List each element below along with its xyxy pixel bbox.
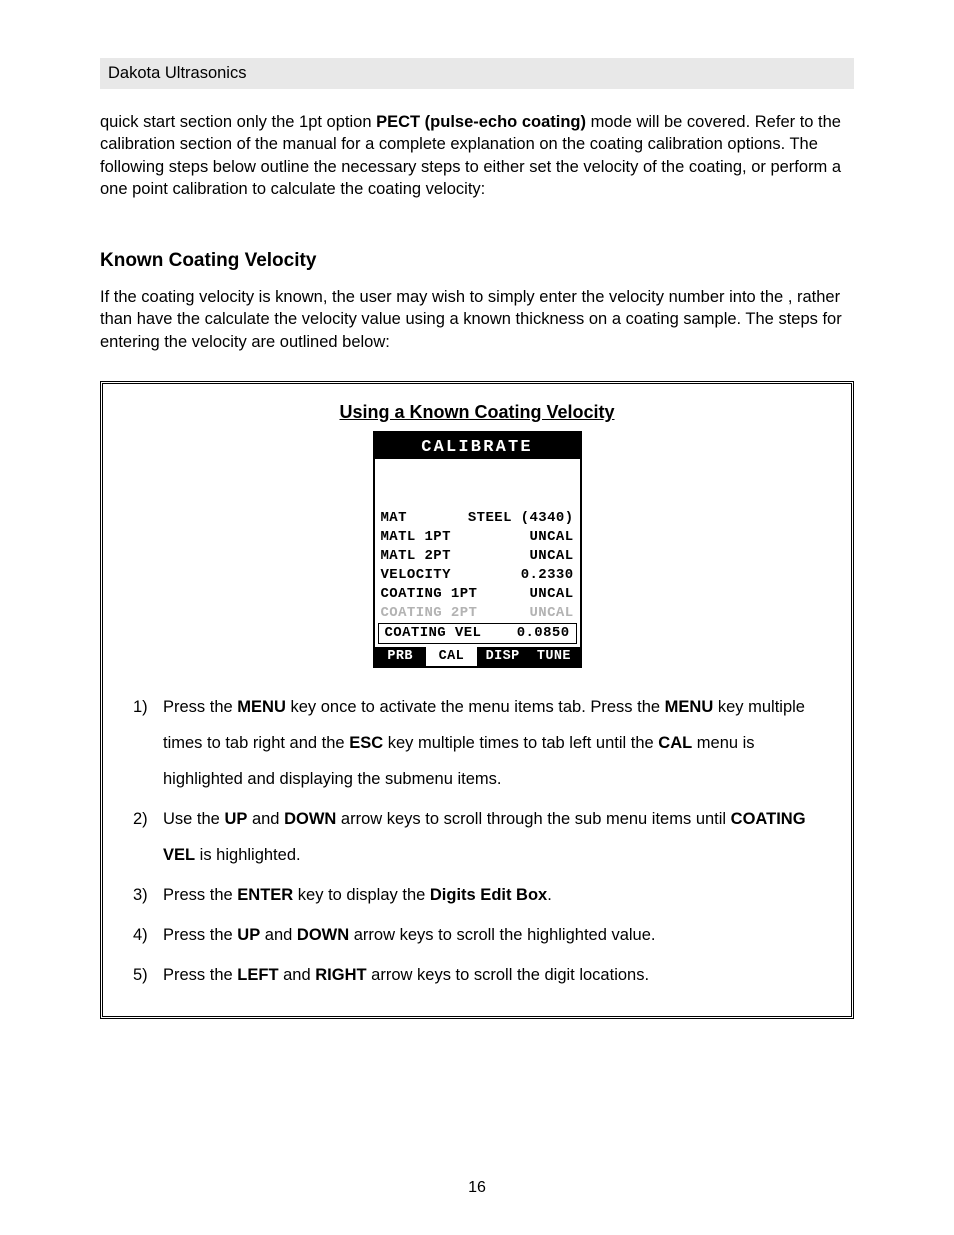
brand-label: Dakota Ultrasonics <box>108 64 246 82</box>
page-number: 16 <box>0 1179 954 1197</box>
step-bold-run: Digits Edit Box <box>430 886 547 904</box>
lcd-row-label: COATING VEL <box>385 625 482 641</box>
step-item: 1)Press the MENU key once to activate th… <box>133 690 823 798</box>
lcd-title: CALIBRATE <box>375 433 580 459</box>
step-run: Press the <box>163 926 237 944</box>
intro-pre: quick start section only the 1pt option <box>100 113 376 131</box>
lcd-row-value: UNCAL <box>529 529 573 545</box>
step-text: Press the MENU key once to activate the … <box>163 690 823 798</box>
step-run: arrow keys to scroll the digit locations… <box>367 966 649 984</box>
step-number: 5) <box>133 958 163 994</box>
frame-title: Using a Known Coating Velocity <box>127 402 827 423</box>
lcd-row: MATL 1PT UNCAL <box>375 528 580 547</box>
intro-paragraph: quick start section only the 1pt option … <box>100 111 854 200</box>
lcd-row: COATING VEL 0.0850 <box>378 623 577 644</box>
lcd-tab: TUNE <box>528 647 579 666</box>
lcd-row-label: COATING 1PT <box>381 586 478 602</box>
step-bold-run: DOWN <box>284 810 336 828</box>
lcd-row-value: UNCAL <box>529 605 573 621</box>
step-number: 3) <box>133 878 163 914</box>
lcd-tab-bar: PRBCALDISPTUNE <box>375 647 580 666</box>
lcd-row-list: MAT STEEL (4340) MATL 1PT UNCAL MATL 2PT UNCA… <box>375 509 580 644</box>
step-number: 4) <box>133 918 163 954</box>
lcd-blank-area <box>375 459 580 509</box>
step-item: 3) Press the ENTER key to display the Di… <box>133 878 823 914</box>
step-number: 1) <box>133 690 163 798</box>
step-item: 5) Press the LEFT and RIGHT arrow keys t… <box>133 958 823 994</box>
lcd-row-value: 0.0850 <box>517 625 570 641</box>
step-list: 1)Press the MENU key once to activate th… <box>127 690 827 994</box>
step-run: is highlighted. <box>195 846 301 864</box>
step-run: key multiple times to tab left until the <box>383 734 658 752</box>
lcd-row-label: MATL 1PT <box>381 529 451 545</box>
header-band: Dakota Ultrasonics <box>100 58 854 89</box>
lcd-row: COATING 1PT UNCAL <box>375 585 580 604</box>
step-run: and <box>247 810 284 828</box>
step-run: key to display the <box>293 886 430 904</box>
section-intro: If the coating velocity is known, the us… <box>100 286 854 353</box>
lcd-tab: PRB <box>375 647 426 666</box>
step-run: . <box>547 886 552 904</box>
step-text: Press the UP and DOWN arrow keys to scro… <box>163 918 823 954</box>
step-number: 2) <box>133 802 163 874</box>
step-run: key once to activate the menu items tab.… <box>286 698 665 716</box>
step-bold-run: ENTER <box>237 886 293 904</box>
step-run: Press the <box>163 886 237 904</box>
step-run: and <box>279 966 316 984</box>
lcd-row-value: 0.2330 <box>521 567 574 583</box>
step-item: 4) Press the UP and DOWN arrow keys to s… <box>133 918 823 954</box>
step-bold-run: UP <box>224 810 247 828</box>
step-item: 2) Use the UP and DOWN arrow keys to scr… <box>133 802 823 874</box>
intro-bold: PECT (pulse-echo coating) <box>376 113 586 131</box>
lcd-tab: DISP <box>477 647 528 666</box>
lcd-row-label: MAT <box>381 510 407 526</box>
section-heading: Known Coating Velocity <box>100 250 854 272</box>
step-bold-run: UP <box>237 926 260 944</box>
step-bold-run: ESC <box>349 734 383 752</box>
lcd-row-label: VELOCITY <box>381 567 451 583</box>
step-run: Use the <box>163 810 224 828</box>
page: Dakota Ultrasonics quick start section o… <box>0 0 954 1235</box>
step-run: and <box>260 926 297 944</box>
lcd-row: VELOCITY 0.2330 <box>375 566 580 585</box>
lcd-row: COATING 2PT UNCAL <box>375 604 580 623</box>
step-text: Use the UP and DOWN arrow keys to scroll… <box>163 802 823 874</box>
step-run: Press the <box>163 698 237 716</box>
lcd-row-value: UNCAL <box>529 586 573 602</box>
lcd-row: MAT STEEL (4340) <box>375 509 580 528</box>
step-run: Press the <box>163 966 237 984</box>
lcd-row-label: COATING 2PT <box>381 605 478 621</box>
step-bold-run: MENU <box>237 698 286 716</box>
procedure-frame: Using a Known Coating Velocity CALIBRATE… <box>100 381 854 1019</box>
step-text: Press the ENTER key to display the Digit… <box>163 878 823 914</box>
step-bold-run: CAL <box>658 734 692 752</box>
lcd-row-label: MATL 2PT <box>381 548 451 564</box>
step-bold-run: MENU <box>665 698 714 716</box>
step-bold-run: RIGHT <box>315 966 366 984</box>
lcd-row: MATL 2PT UNCAL <box>375 547 580 566</box>
lcd-row-value: UNCAL <box>529 548 573 564</box>
lcd-screen: CALIBRATE MATSTEEL (4340)MATL 1PTUNCALMA… <box>373 431 582 668</box>
step-run: arrow keys to scroll through the sub men… <box>336 810 730 828</box>
lcd-row-value: STEEL (4340) <box>468 510 574 526</box>
step-text: Press the LEFT and RIGHT arrow keys to s… <box>163 958 823 994</box>
step-bold-run: DOWN <box>297 926 349 944</box>
lcd-tab: CAL <box>426 647 477 666</box>
step-bold-run: LEFT <box>237 966 278 984</box>
step-run: arrow keys to scroll the highlighted val… <box>349 926 655 944</box>
